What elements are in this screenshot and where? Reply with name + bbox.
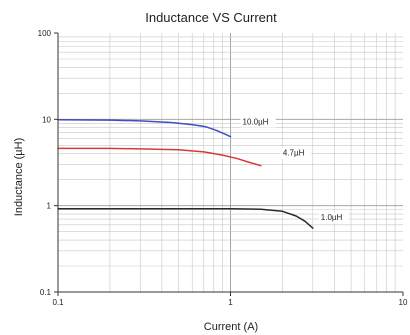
y-axis-label: Inductance (µH)	[13, 138, 25, 216]
series-label-2: 1.0µH	[321, 213, 343, 222]
series-label-0: 10.0µH	[243, 118, 269, 127]
series-line-2	[57, 208, 314, 229]
series-label-1: 4.7µH	[283, 149, 305, 158]
series-layer	[57, 118, 314, 229]
chart-title: Inductance VS Current	[145, 10, 277, 25]
y-tick-label: 0.1	[40, 288, 52, 297]
x-tick-label: 1	[228, 298, 233, 307]
y-tick-label: 10	[42, 115, 51, 124]
series-line-0	[57, 118, 232, 138]
grid	[57, 33, 403, 293]
y-tick-label: 100	[38, 29, 52, 38]
x-axis-label: Current (A)	[204, 321, 258, 333]
x-tick-label: 0.1	[52, 298, 64, 307]
y-tick-label: 1	[47, 202, 52, 211]
series-label-bg	[318, 212, 349, 224]
x-tick-label: 10	[399, 298, 408, 307]
series-label-bg	[280, 147, 311, 159]
series-label-bg	[240, 116, 276, 128]
series-line-1	[57, 147, 262, 167]
series-labels: 10.0µH 4.7µH 1.0µH	[240, 116, 349, 224]
axes	[54, 32, 404, 296]
tick-labels: 0.1 1 10 100 10 1 0.1	[38, 29, 408, 307]
